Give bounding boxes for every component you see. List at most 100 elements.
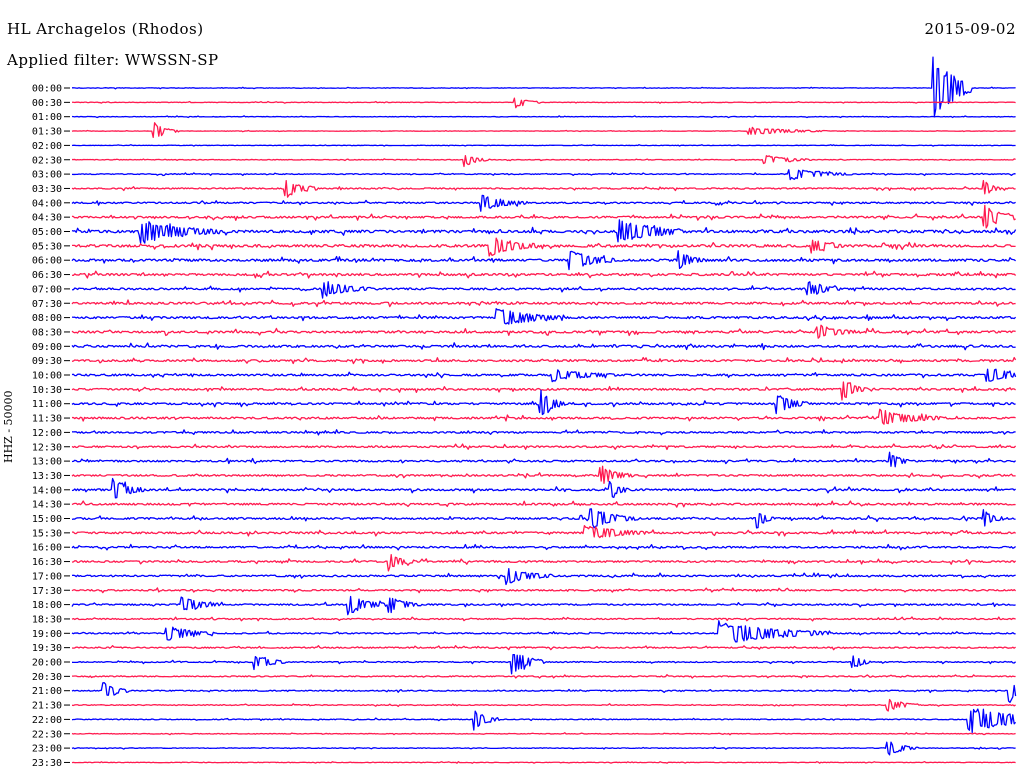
station-title: HL Archagelos (Rhodos) [7, 20, 204, 38]
row-time-label: 03:00 [32, 170, 62, 181]
row-time-label: 11:30 [32, 414, 62, 425]
row-time-label: 08:00 [32, 313, 62, 324]
seismic-trace [71, 144, 1016, 147]
seismic-trace [71, 154, 1016, 168]
row-time-label: 10:30 [32, 385, 62, 396]
row-time-label: 19:00 [32, 629, 62, 640]
seismic-trace [71, 97, 1016, 109]
seismic-trace [71, 342, 1016, 351]
row-time-label: 05:00 [32, 227, 62, 238]
seismic-trace [71, 477, 1017, 499]
row-time-label: 16:00 [32, 543, 62, 554]
row-time-label: 00:30 [32, 98, 62, 109]
seismic-trace [71, 732, 1016, 736]
seismic-trace [71, 616, 1016, 622]
seismic-trace [71, 204, 1016, 229]
row-time-label: 11:00 [32, 399, 62, 410]
seismic-trace [71, 708, 1017, 734]
row-time-label: 08:30 [32, 327, 62, 338]
row-time-label: 13:00 [32, 457, 62, 468]
seismic-trace [71, 567, 1016, 586]
row-time-label: 18:00 [32, 600, 62, 611]
seismic-trace [71, 465, 1016, 484]
row-time-label: 00:00 [32, 84, 62, 95]
seismic-trace [71, 587, 1017, 594]
seismic-trace [71, 194, 1016, 212]
seismic-trace [71, 682, 1017, 704]
row-time-label: 18:30 [32, 614, 62, 625]
row-time-label: 23:30 [32, 758, 62, 769]
row-time-label: 01:30 [32, 127, 62, 138]
row-time-label: 13:30 [32, 471, 62, 482]
row-time-label: 19:30 [32, 643, 62, 654]
seismic-trace [71, 543, 1017, 551]
seismic-trace [71, 443, 1017, 451]
seismic-trace [71, 381, 1016, 401]
seismic-trace [71, 389, 1016, 416]
row-time-label: 15:00 [32, 514, 62, 525]
seismic-trace [72, 408, 1016, 425]
row-time-label: 20:30 [32, 672, 62, 683]
seismic-trace [71, 368, 1017, 383]
seismic-trace [71, 653, 1017, 675]
seismic-trace [71, 674, 1016, 679]
seismic-trace [71, 115, 1016, 119]
row-time-label: 21:00 [32, 686, 62, 697]
row-time-label: 10:00 [32, 371, 62, 382]
row-time-label: 03:30 [32, 184, 62, 195]
row-time-label: 09:30 [32, 356, 62, 367]
seismic-trace [71, 595, 1016, 616]
seismic-trace [71, 237, 1016, 257]
row-time-label: 23:00 [32, 744, 62, 755]
seismic-trace [71, 508, 1016, 529]
row-time-label: 05:30 [32, 241, 62, 252]
row-time-label: 04:00 [32, 198, 62, 209]
filter-subtitle: Applied filter: WWSSN-SP [7, 51, 219, 69]
seismic-trace [71, 299, 1016, 308]
row-time-label: 04:30 [32, 213, 62, 224]
row-time-label: 06:00 [32, 256, 62, 267]
seismic-trace [71, 281, 1016, 299]
seismic-trace [71, 56, 1016, 117]
row-time-label: 06:30 [32, 270, 62, 281]
row-time-label: 14:30 [32, 500, 62, 511]
seismic-trace [71, 250, 1017, 271]
row-time-label: 21:30 [32, 701, 62, 712]
seismic-trace [71, 308, 1017, 325]
seismic-trace [71, 356, 1017, 365]
seismic-trace [71, 698, 1016, 712]
row-time-label: 07:00 [32, 284, 62, 295]
seismic-trace [71, 324, 1016, 339]
seismic-trace [71, 219, 1017, 244]
row-time-label: 17:00 [32, 571, 62, 582]
seismic-trace [71, 554, 1017, 572]
seismic-trace [71, 179, 1016, 198]
seismic-trace [71, 451, 1017, 468]
seismic-trace [71, 429, 1016, 436]
seismic-trace [71, 525, 1016, 539]
row-time-label: 16:30 [32, 557, 62, 568]
row-time-label: 17:30 [32, 586, 62, 597]
seismic-trace [71, 169, 1016, 181]
row-time-label: 07:30 [32, 299, 62, 310]
row-time-label: 22:00 [32, 715, 62, 726]
row-time-label: 20:00 [32, 658, 62, 669]
date-label: 2015-09-02 [924, 20, 1016, 38]
row-time-label: 01:00 [32, 112, 62, 123]
seismic-trace [71, 122, 1016, 139]
row-time-label: 02:00 [32, 141, 62, 152]
row-time-label: 09:00 [32, 342, 62, 353]
seismic-trace [71, 270, 1017, 279]
row-time-label: 12:30 [32, 442, 62, 453]
row-time-label: 15:30 [32, 528, 62, 539]
row-time-label: 14:00 [32, 485, 62, 496]
row-time-label: 02:30 [32, 155, 62, 166]
row-time-label: 12:00 [32, 428, 62, 439]
seismic-trace [71, 620, 1016, 643]
seismic-trace [71, 741, 1016, 756]
seismic-trace [71, 500, 1016, 508]
seismic-trace [71, 644, 1016, 651]
seismic-trace [71, 760, 1016, 764]
